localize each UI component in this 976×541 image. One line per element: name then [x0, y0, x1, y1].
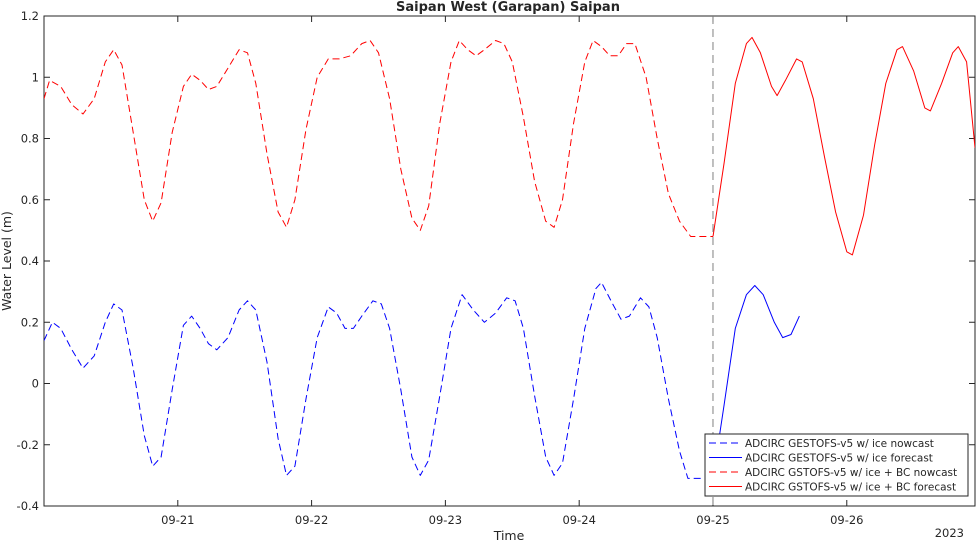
- legend-entry-2: ADCIRC GESTOFS-v5 w/ ice forecast: [745, 453, 933, 465]
- series-layer: [44, 36, 975, 479]
- x-axis: 09-21 09-22 09-23 09-24 09-25 09-26: [161, 16, 863, 527]
- series-line-1: [44, 281, 713, 479]
- legend-entry-4: ADCIRC GSTOFS-v5 w/ ice + BC forecast: [745, 482, 956, 494]
- legend-entry-1: ADCIRC GESTOFS-v5 w/ ice nowcast: [745, 438, 934, 450]
- series-line-2: [712, 285, 800, 479]
- y-tick-label: 0.2: [21, 315, 39, 329]
- series-line-4: [712, 36, 975, 256]
- x-tick-label: 09-22: [295, 513, 328, 527]
- y-tick-label: 0.8: [21, 132, 39, 146]
- legend: ADCIRC GESTOFS-v5 w/ ice nowcast ADCIRC G…: [704, 433, 969, 497]
- y-axis: -0.4 -0.2 0 0.2 0.4 0.6 0.8 1 1.2: [17, 9, 975, 513]
- series-line-3: [44, 40, 713, 237]
- y-axis-label: Water Level (m): [0, 211, 14, 311]
- x-tick-label: 09-23: [429, 513, 462, 527]
- legend-box: [704, 433, 969, 497]
- x-tick-label: 09-25: [696, 513, 729, 527]
- y-tick-label: 0.6: [21, 193, 39, 207]
- y-tick-label: -0.2: [17, 438, 39, 452]
- x-axis-label: Time: [493, 528, 525, 541]
- y-tick-label: 1: [32, 70, 39, 84]
- chart-title: Saipan West (Garapan) Saipan: [396, 0, 620, 15]
- y-tick-label: 0: [32, 377, 39, 391]
- y-tick-label: 0.4: [21, 254, 39, 268]
- year-label: 2023: [935, 526, 964, 540]
- legend-entry-3: ADCIRC GSTOFS-v5 w/ ice + BC nowcast: [745, 467, 957, 479]
- y-tick-label: 1.2: [21, 9, 39, 23]
- y-tick-label: -0.4: [17, 499, 39, 513]
- x-tick-label: 09-24: [562, 513, 595, 527]
- x-tick-label: 09-26: [830, 513, 863, 527]
- x-tick-label: 09-21: [161, 513, 194, 527]
